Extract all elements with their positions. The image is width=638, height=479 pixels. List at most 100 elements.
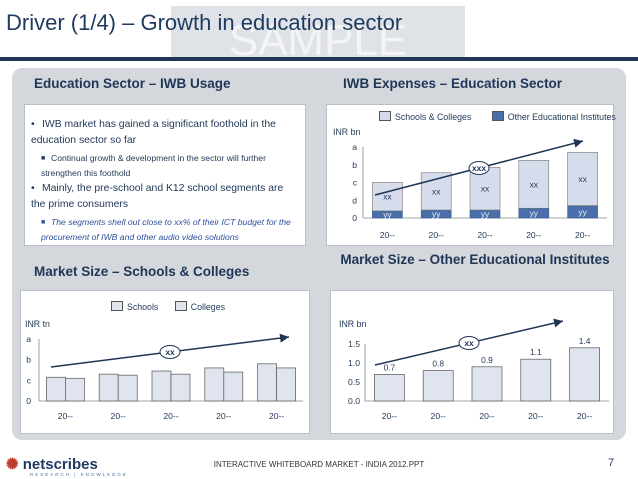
y-tick-label: d — [352, 195, 357, 205]
expenses-section-title: IWB Expenses – Education Sector — [343, 76, 563, 91]
bar-schools — [98, 373, 119, 402]
legend-swatch — [174, 301, 187, 311]
x-tick-label: 20-- — [526, 230, 541, 240]
bar-colleges — [170, 373, 191, 402]
legend-swatch — [111, 301, 123, 311]
y-tick-label: b — [26, 355, 31, 365]
growth-badge — [468, 161, 490, 175]
x-tick-label: 20-- — [431, 411, 446, 421]
bar-data-label: xx — [383, 192, 392, 202]
bar-data-label: yy — [432, 209, 441, 219]
sample-watermark: SAMPLE — [171, 6, 465, 60]
bar-schools-colleges — [518, 160, 550, 209]
y-tick-label: c — [27, 375, 32, 385]
y-tick-label: a — [26, 334, 31, 344]
other-section-title: Market Size – Other Educational Institut… — [340, 252, 610, 267]
bar-schools — [151, 370, 172, 402]
x-tick-label: 20-- — [58, 411, 73, 421]
sub-bullet-text: Continual growth & development in the se… — [41, 153, 266, 178]
bar-schools-colleges — [469, 167, 501, 211]
netscribes-logo: ✺ netscribes RESEARCH | KNOWLEDGE — [6, 455, 126, 477]
logo-text: netscribes — [22, 456, 98, 473]
legend-label: Schools — [127, 302, 159, 312]
bar-data-label: xx — [530, 179, 539, 189]
x-tick-label: 20-- — [577, 411, 592, 421]
slide-title: Driver (1/4) – Growth in education secto… — [6, 10, 403, 35]
bullet-text: Mainly, the pre-school and K12 school se… — [31, 183, 284, 210]
usage-bullets-box: • IWB market has gained a significant foo… — [24, 104, 306, 246]
bar-value-label: 1.4 — [579, 336, 591, 346]
x-tick-label: 20-- — [382, 411, 397, 421]
legend-label: Colleges — [190, 302, 225, 312]
y-tick-label: 0 — [26, 396, 31, 406]
expenses-chart-box: Schools & Colleges Other Educational Ins… — [326, 104, 616, 246]
growth-label: xxx — [472, 163, 486, 173]
title-divider — [0, 57, 638, 61]
x-tick-label: 20-- — [216, 411, 231, 421]
x-tick-label: 20-- — [528, 411, 543, 421]
expenses-legend: Schools & Colleges Other Educational Ins… — [379, 111, 616, 122]
legend-swatch — [379, 111, 391, 121]
x-tick-label: 20-- — [111, 411, 126, 421]
bullet-item: • IWB market has gained a significant foo… — [31, 119, 276, 146]
bar-schools — [204, 367, 225, 402]
bullet-item: • Mainly, the pre-school and K12 school s… — [31, 183, 284, 210]
bar-value-label: 0.8 — [432, 359, 444, 369]
bar-schools — [257, 363, 277, 402]
y-tick-label: b — [352, 160, 357, 170]
bar-data-label: yy — [578, 207, 587, 217]
y-tick-label: a — [352, 142, 357, 152]
bar-schools-colleges — [567, 152, 598, 206]
bar-value-label: 1.1 — [530, 347, 542, 357]
y-tick-label: 1.5 — [348, 339, 360, 349]
y-tick-label: 0.0 — [348, 396, 360, 406]
x-tick-label: 20-- — [269, 411, 284, 421]
usage-section-title: Education Sector – IWB Usage — [34, 76, 231, 91]
other-unit-label: INR bn — [339, 319, 367, 329]
bar-other-institutes — [471, 366, 503, 402]
growth-label: xx — [165, 347, 175, 357]
schools-bar-chart: 0 cb a 20-- 20-- 20-- 20-- 20-- xx — [26, 333, 303, 421]
sub-bullet-text: The segments shell out close to xx% of t… — [41, 217, 291, 242]
bullet-text: IWB market has gained a significant foot… — [31, 119, 276, 146]
bar-other-institutes — [374, 374, 405, 402]
other-chart-box: INR bn 0.0 0.5 1.0 1.5 0.7 20-- 0.8 20-- 0.9 20--… — [330, 290, 614, 434]
expenses-unit-label: INR bn — [333, 127, 361, 137]
x-tick-label: 20-- — [479, 411, 494, 421]
bar-schools-colleges — [372, 182, 403, 212]
footer-text: INTERACTIVE WHITEBOARD MARKET - INDIA 20… — [213, 460, 425, 469]
logo-tagline: RESEARCH | KNOWLEDGE — [30, 472, 128, 477]
bar-colleges — [65, 377, 85, 402]
bar-other-institutes — [422, 370, 454, 402]
x-tick-label: 20-- — [163, 411, 178, 421]
x-tick-label: 20-- — [380, 230, 395, 240]
sub-bullet-item: ■ The segments shell out close to xx% of … — [41, 217, 291, 242]
schools-unit-label: INR tn — [25, 319, 50, 329]
legend-swatch — [491, 111, 504, 121]
sub-bullet-item: ■ Continual growth & development in the s… — [41, 153, 266, 178]
bar-data-label: xx — [481, 184, 490, 194]
bar-data-label: xx — [432, 186, 441, 196]
bar-value-label: 0.9 — [481, 355, 493, 365]
schools-section-title: Market Size – Schools & Colleges — [34, 264, 250, 279]
bar-data-label: yy — [481, 209, 490, 219]
bar-colleges — [117, 374, 138, 402]
schools-chart-box: Schools Colleges INR tn 0 c b a 20-- 20-- 20--… — [20, 290, 310, 434]
y-tick-label: 1.0 — [348, 358, 360, 368]
x-tick-label: 20-- — [575, 230, 590, 240]
bar-data-label: xx — [578, 174, 587, 184]
schools-legend: Schools Colleges — [111, 301, 225, 312]
growth-badge — [458, 336, 480, 350]
bar-schools — [46, 376, 66, 402]
growth-badge — [159, 345, 181, 359]
y-tick-label: 0 — [352, 213, 357, 223]
logo-mark-icon: ✺ — [6, 456, 19, 473]
legend-label: Schools & Colleges — [395, 112, 472, 122]
x-tick-label: 20-- — [477, 230, 492, 240]
bar-data-label: yy — [530, 208, 539, 218]
bar-other-institutes — [520, 358, 552, 402]
legend-label: Other Educational Institutes — [507, 112, 616, 122]
y-tick-label: c — [353, 178, 358, 188]
bar-value-label: 0.7 — [384, 362, 396, 372]
